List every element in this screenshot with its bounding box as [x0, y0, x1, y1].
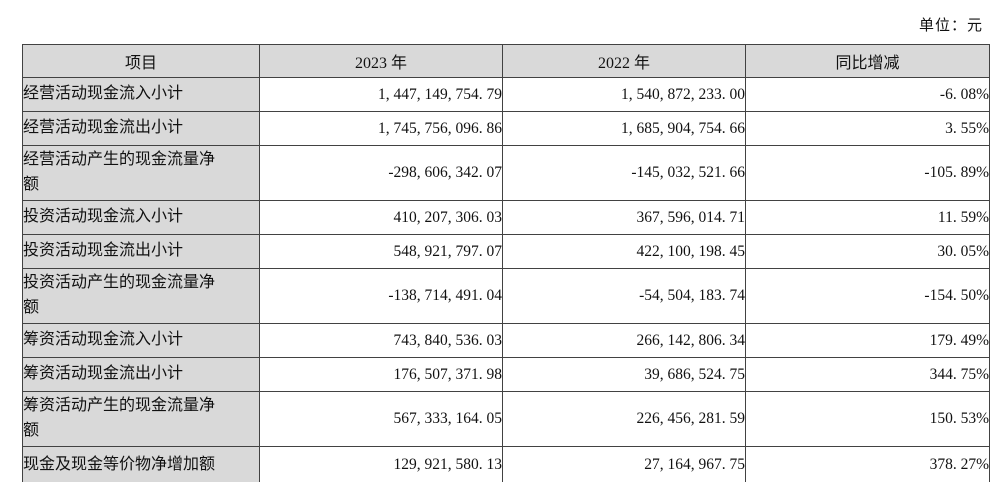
item-cell: 现金及现金等价物净增加额 [22, 446, 260, 482]
yoy-cell: -154. 50% [745, 268, 990, 324]
value-2022-cell: 226, 456, 281. 59 [502, 391, 746, 447]
yoy-cell: 11. 59% [745, 200, 990, 235]
item-cell: 投资活动现金流入小计 [22, 200, 260, 235]
value-2022-cell: 1, 685, 904, 754. 66 [502, 111, 746, 146]
table-row: 现金及现金等价物净增加额 129, 921, 580. 13 27, 164, … [22, 446, 990, 482]
value-2022-cell: 422, 100, 198. 45 [502, 234, 746, 269]
item-cell: 投资活动产生的现金流量净 额 [22, 268, 260, 324]
value-2023-cell: 410, 207, 306. 03 [259, 200, 503, 235]
value-2023-cell: -138, 714, 491. 04 [259, 268, 503, 324]
table-row: 投资活动现金流出小计 548, 921, 797. 07 422, 100, 1… [22, 234, 990, 269]
yoy-cell: 150. 53% [745, 391, 990, 447]
value-2022-cell: 27, 164, 967. 75 [502, 446, 746, 482]
table-row: 经营活动现金流出小计 1, 745, 756, 096. 86 1, 685, … [22, 111, 990, 146]
yoy-cell: 344. 75% [745, 357, 990, 392]
item-cell: 筹资活动产生的现金流量净 额 [22, 391, 260, 447]
value-2023-cell: 129, 921, 580. 13 [259, 446, 503, 482]
yoy-cell: 378. 27% [745, 446, 990, 482]
table-row: 筹资活动现金流出小计 176, 507, 371. 98 39, 686, 52… [22, 357, 990, 392]
value-2022-cell: 1, 540, 872, 233. 00 [502, 77, 746, 112]
item-cell: 筹资活动现金流入小计 [22, 323, 260, 358]
value-2023-cell: 743, 840, 536. 03 [259, 323, 503, 358]
value-2022-cell: 367, 596, 014. 71 [502, 200, 746, 235]
table-row: 投资活动现金流入小计 410, 207, 306. 03 367, 596, 0… [22, 200, 990, 235]
column-header-2022: 2022 年 [502, 44, 746, 78]
table-row: 筹资活动现金流入小计 743, 840, 536. 03 266, 142, 8… [22, 323, 990, 358]
value-2023-cell: 1, 447, 149, 754. 79 [259, 77, 503, 112]
value-2023-cell: 1, 745, 756, 096. 86 [259, 111, 503, 146]
value-2022-cell: -145, 032, 521. 66 [502, 145, 746, 201]
value-2022-cell: 266, 142, 806. 34 [502, 323, 746, 358]
value-2022-cell: 39, 686, 524. 75 [502, 357, 746, 392]
item-cell: 经营活动现金流入小计 [22, 77, 260, 112]
item-cell: 经营活动产生的现金流量净 额 [22, 145, 260, 201]
table-row: 筹资活动产生的现金流量净 额 567, 333, 164. 05 226, 45… [22, 391, 990, 447]
item-cell: 筹资活动现金流出小计 [22, 357, 260, 392]
value-2023-cell: 548, 921, 797. 07 [259, 234, 503, 269]
table-row: 经营活动产生的现金流量净 额 -298, 606, 342. 07 -145, … [22, 145, 990, 201]
item-cell: 投资活动现金流出小计 [22, 234, 260, 269]
yoy-cell: -6. 08% [745, 77, 990, 112]
value-2023-cell: 176, 507, 371. 98 [259, 357, 503, 392]
column-header-2023: 2023 年 [259, 44, 503, 78]
cash-flow-table: 项目 2023 年 2022 年 同比增减 经营活动现金流入小计 1, 447,… [22, 44, 990, 482]
table-header-row: 项目 2023 年 2022 年 同比增减 [22, 44, 990, 78]
item-cell: 经营活动现金流出小计 [22, 111, 260, 146]
yoy-cell: -105. 89% [745, 145, 990, 201]
value-2023-cell: 567, 333, 164. 05 [259, 391, 503, 447]
table-row: 经营活动现金流入小计 1, 447, 149, 754. 79 1, 540, … [22, 77, 990, 112]
yoy-cell: 3. 55% [745, 111, 990, 146]
column-header-yoy: 同比增减 [745, 44, 990, 78]
value-2023-cell: -298, 606, 342. 07 [259, 145, 503, 201]
unit-label: 单位：元 [918, 18, 983, 34]
report-page: 单位：元 项目 2023 年 2022 年 同比增减 经营活动现金流入小计 1,… [22, 0, 990, 482]
yoy-cell: 30. 05% [745, 234, 990, 269]
column-header-item: 项目 [22, 44, 260, 78]
yoy-cell: 179. 49% [745, 323, 990, 358]
table-row: 投资活动产生的现金流量净 额 -138, 714, 491. 04 -54, 5… [22, 268, 990, 324]
value-2022-cell: -54, 504, 183. 74 [502, 268, 746, 324]
